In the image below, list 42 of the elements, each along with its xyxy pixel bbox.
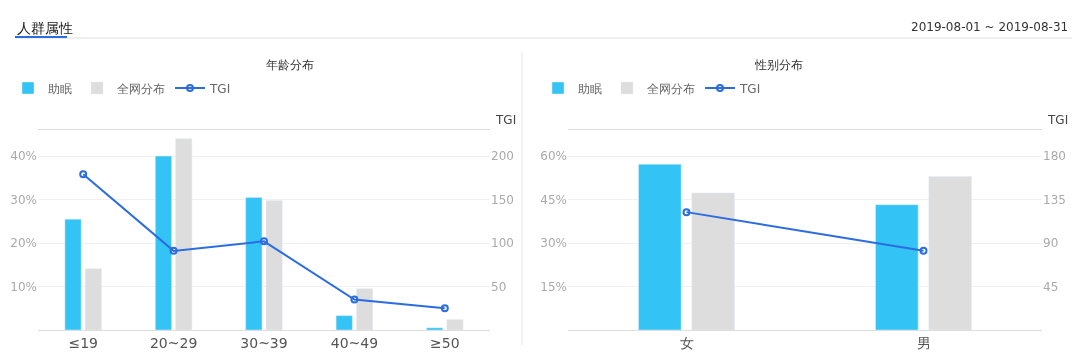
y2-tick-label: 135	[1043, 192, 1066, 207]
y-tick-label: 60%	[540, 149, 567, 164]
x-tick-label: 20~29	[149, 334, 198, 351]
y-tick-label: 45%	[540, 192, 567, 207]
legend-label: 全网分布	[117, 81, 165, 96]
y-tick-label: 40%	[10, 149, 37, 164]
y-tick-label: 15%	[540, 279, 567, 294]
chart-title: 性别分布	[754, 58, 803, 72]
point	[350, 295, 359, 304]
legend-label: 助眠	[578, 81, 602, 96]
chart-title: 年龄分布	[266, 58, 314, 72]
y2-axis-title: TGI	[1047, 113, 1069, 127]
bar	[335, 315, 353, 330]
y2-tick-label: 180	[1043, 149, 1066, 164]
point	[260, 237, 268, 246]
y-tick-label: 30%	[10, 192, 37, 207]
y-tick-label: 20%	[10, 236, 37, 251]
x-tick-label: 40~49	[330, 334, 379, 351]
point	[169, 246, 178, 255]
y2-tick-label: 150	[491, 192, 514, 207]
y2-tick-label: 50	[491, 279, 507, 294]
text: 人群属性	[17, 20, 73, 36]
x-tick-label: ≤19	[68, 334, 98, 351]
x-tick-label: 女	[679, 334, 694, 351]
y2-axis-title: TGI	[495, 113, 517, 127]
legend-label: TGI	[209, 81, 231, 96]
y2-tick-label: 90	[1043, 236, 1059, 251]
x-tick-label: 30~39	[240, 334, 288, 351]
x-tick-label: 男	[916, 334, 931, 351]
x-tick-label: ≥50	[430, 334, 460, 351]
point	[440, 304, 449, 313]
y-tick-label: 30%	[540, 236, 567, 251]
legend-label: 助眠	[48, 81, 72, 96]
y2-tick-label: 45	[1043, 279, 1059, 294]
text: 2019-08-01 ~ 2019-08-31	[911, 20, 1069, 34]
y-tick-label: 10%	[10, 279, 37, 294]
y2-tick-label: 100	[491, 236, 514, 251]
legend-label: TGI	[739, 81, 761, 96]
legend-label: 全网分布	[647, 81, 695, 96]
point	[79, 170, 88, 179]
y2-tick-label: 200	[491, 149, 514, 164]
bar	[426, 327, 444, 330]
